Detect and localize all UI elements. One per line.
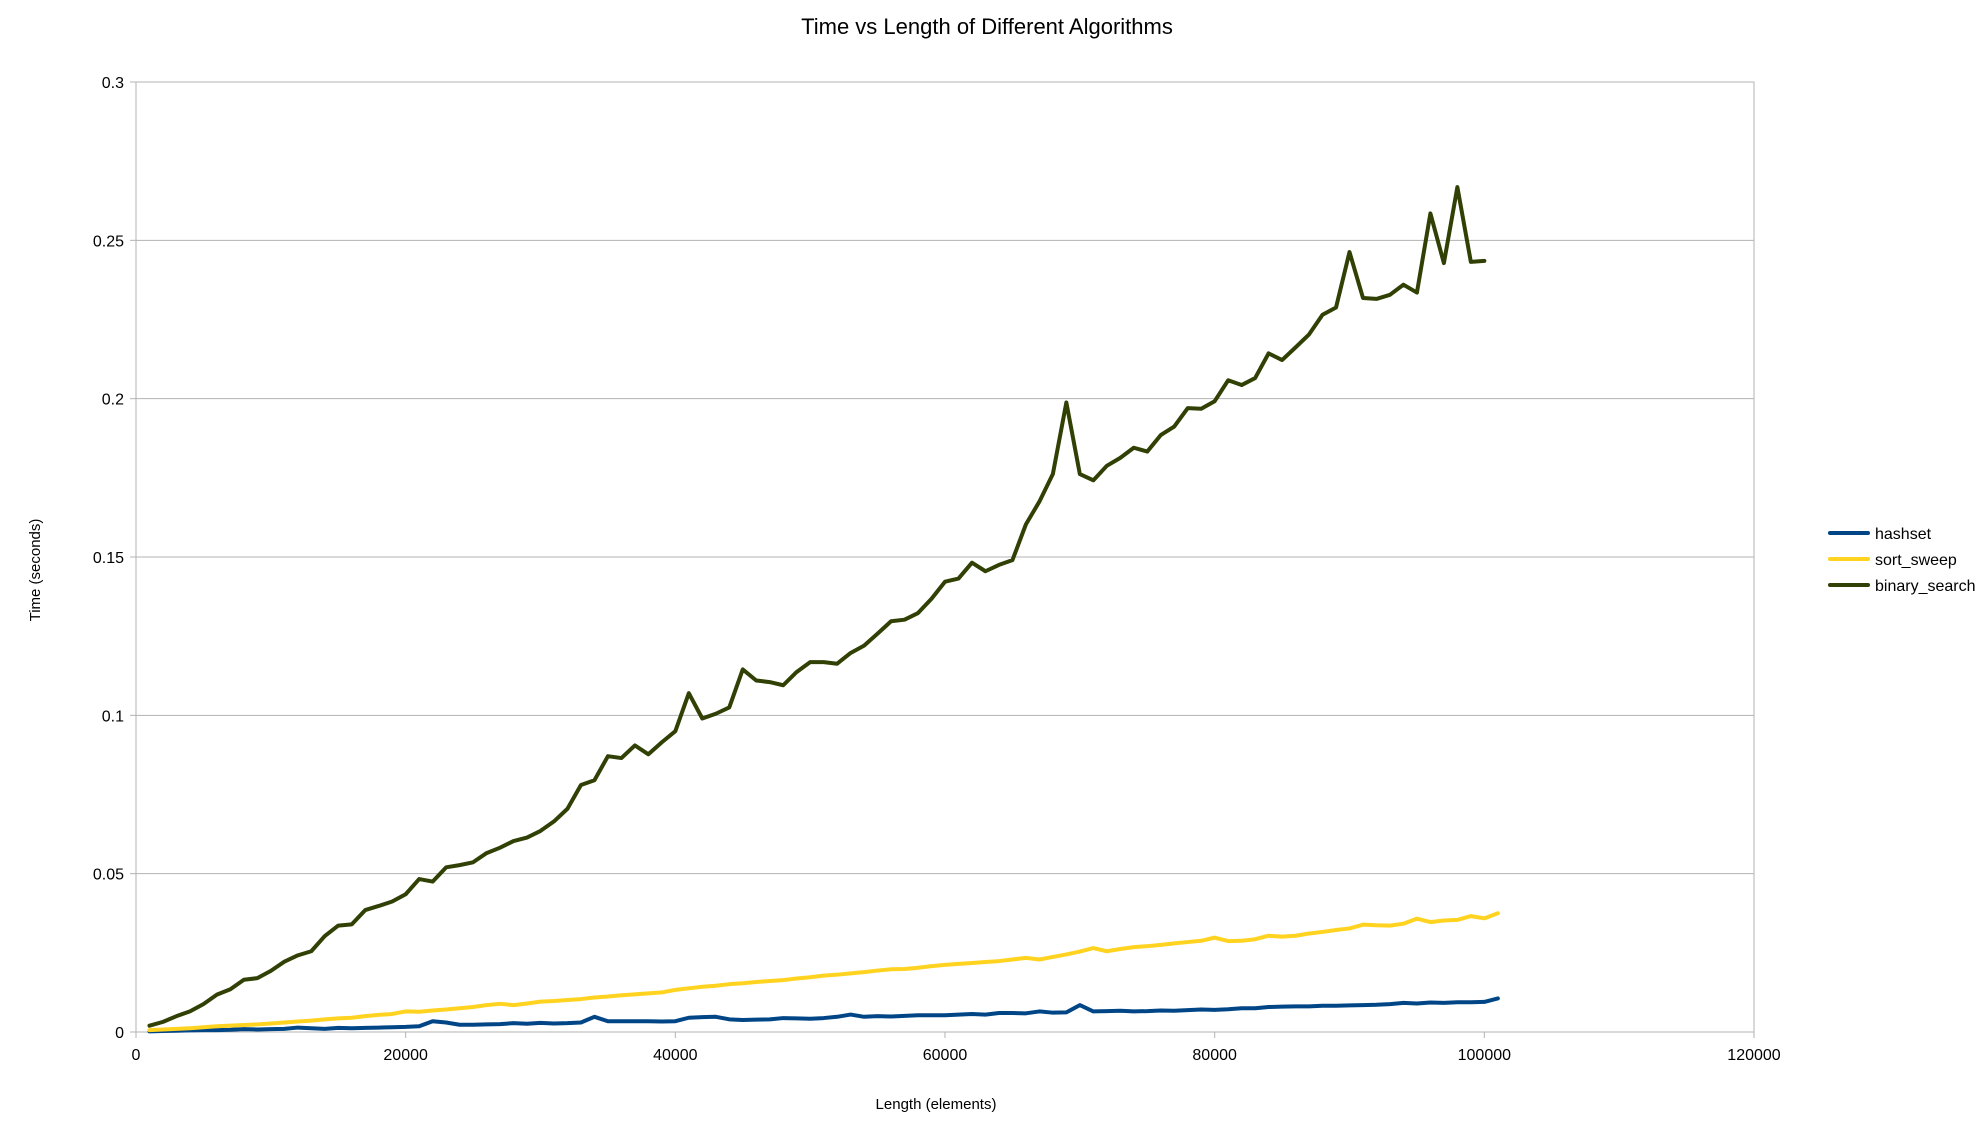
x-axis-ticks: 0 20000 40000 60000 80000 100000 120000 [132, 1032, 1781, 1064]
y-tick-label: 0.15 [93, 550, 124, 567]
series-lines [147, 185, 1500, 1034]
x-tick-label: 0 [132, 1047, 141, 1064]
series-line-hashset [147, 996, 1500, 1034]
legend: hashset sort_sweep binary_search [1828, 526, 1976, 595]
gridlines [136, 239, 1754, 875]
legend-label-sort-sweep: sort_sweep [1875, 552, 1957, 569]
x-tick-label: 20000 [383, 1047, 428, 1064]
chart-title: Time vs Length of Different Algorithms [801, 14, 1173, 39]
series-line-sort-sweep [147, 911, 1500, 1033]
legend-label-hashset: hashset [1875, 526, 1932, 543]
x-tick-label: 100000 [1458, 1047, 1511, 1064]
y-axis-title: Time (seconds) [27, 519, 44, 622]
x-tick-label: 80000 [1192, 1047, 1237, 1064]
x-tick-label: 120000 [1727, 1047, 1780, 1064]
y-tick-label: 0.25 [93, 233, 124, 250]
series-line-binary-search [147, 185, 1487, 1028]
y-tick-label: 0.2 [102, 392, 124, 409]
x-tick-label: 60000 [923, 1047, 968, 1064]
y-axis-ticks: 0 0.05 0.1 0.15 0.2 0.25 0.3 [93, 75, 136, 1042]
legend-label-binary-search: binary_search [1875, 578, 1976, 595]
y-tick-label: 0.3 [102, 75, 124, 92]
x-tick-label: 40000 [653, 1047, 698, 1064]
y-tick-label: 0.1 [102, 708, 124, 725]
x-axis-title: Length (elements) [876, 1096, 997, 1113]
y-tick-label: 0.05 [93, 867, 124, 884]
y-tick-label: 0 [115, 1025, 124, 1042]
